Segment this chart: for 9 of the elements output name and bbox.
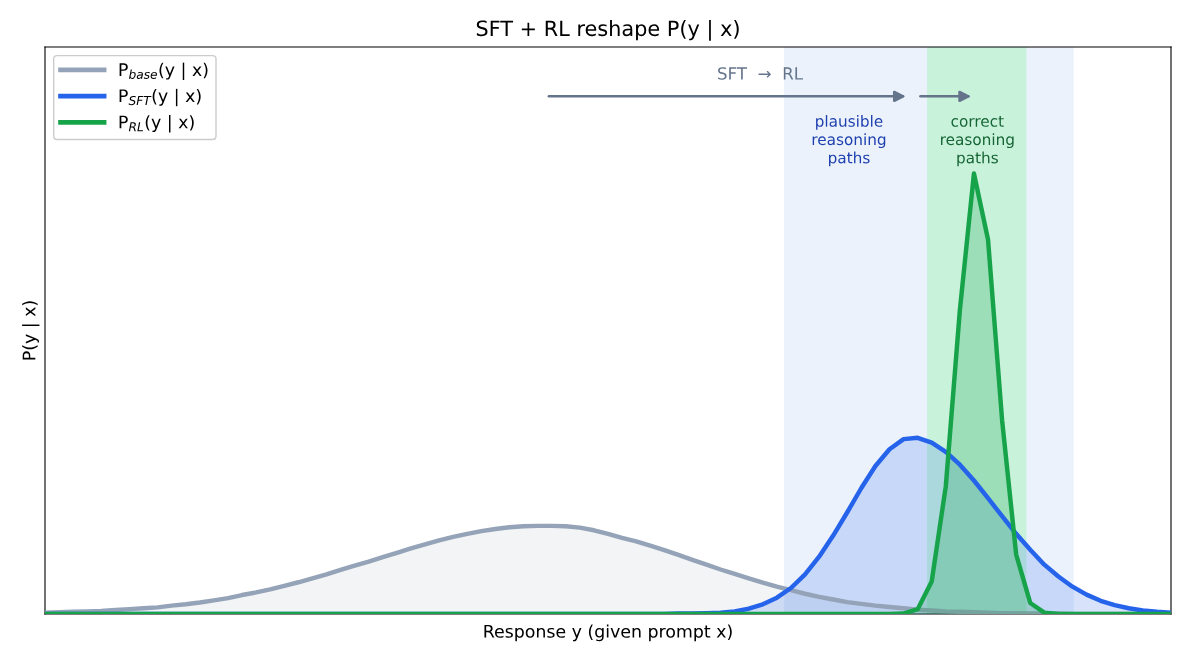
legend-label: P$_{base}$(y | x) xyxy=(119,62,208,80)
y-axis-title: P(y | x) xyxy=(22,301,40,360)
text: correct reasoning paths xyxy=(941,115,1014,167)
text: plausible reasoning paths xyxy=(812,115,886,167)
legend-label: P$_{RL}$(y | x) xyxy=(119,115,194,133)
text: SFT → RL xyxy=(718,67,803,80)
chart-title: SFT + RL reshape P(y | x) xyxy=(476,19,739,41)
legend-label: P$_{SFT}$(y | x) xyxy=(119,88,201,107)
x-axis-title: Response y (given prompt x) xyxy=(484,624,732,642)
